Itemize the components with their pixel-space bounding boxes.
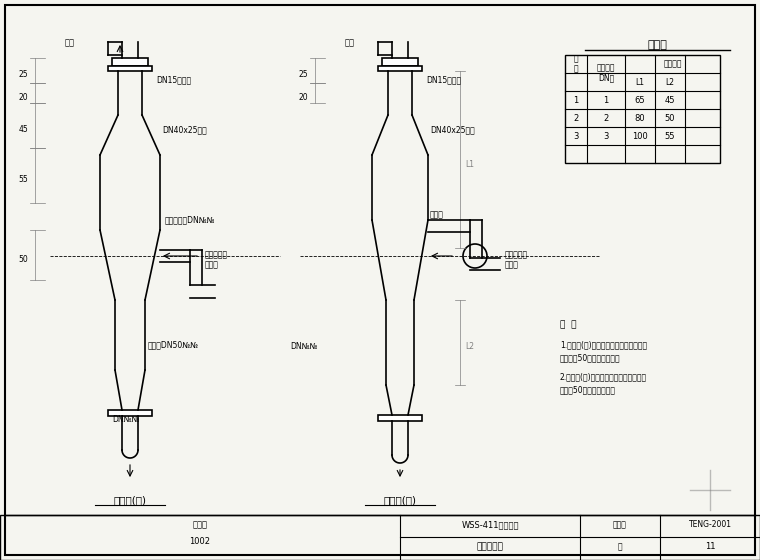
Text: 备  注: 备 注 xyxy=(560,320,577,329)
Text: 3: 3 xyxy=(603,132,609,141)
Text: 度计安装图: 度计安装图 xyxy=(477,542,503,551)
Text: DN40x25外层: DN40x25外层 xyxy=(162,125,207,134)
Text: 55: 55 xyxy=(18,175,28,184)
Text: L1: L1 xyxy=(635,77,644,86)
Bar xyxy=(382,58,418,66)
Bar xyxy=(0,515,760,560)
Text: 页: 页 xyxy=(618,542,622,551)
Text: DN№№: DN№№ xyxy=(112,415,139,424)
Text: 65: 65 xyxy=(635,96,645,105)
Text: 80: 80 xyxy=(635,114,645,123)
Text: 径大于50的温度计安装。: 径大于50的温度计安装。 xyxy=(560,385,616,394)
Text: 1.安装图(一)只适用于设备向下出水管件: 1.安装图(一)只适用于设备向下出水管件 xyxy=(560,340,647,349)
Text: 11: 11 xyxy=(705,542,715,551)
Text: L2: L2 xyxy=(465,342,474,351)
Bar xyxy=(378,66,422,71)
Text: 100: 100 xyxy=(632,132,648,141)
Text: 50: 50 xyxy=(18,255,28,264)
Text: 设备冷热水
进水口: 设备冷热水 进水口 xyxy=(505,250,528,269)
Text: 2.安装图(二)只适用于设备向下出水管件: 2.安装图(二)只适用于设备向下出水管件 xyxy=(560,372,647,381)
Text: 安装图(一): 安装图(一) xyxy=(113,495,147,505)
Text: 1: 1 xyxy=(573,96,578,105)
Bar xyxy=(378,415,422,421)
Text: 20: 20 xyxy=(299,93,308,102)
Bar xyxy=(108,66,152,71)
Bar xyxy=(565,55,720,163)
Text: L2: L2 xyxy=(666,77,675,86)
Text: 通用图: 通用图 xyxy=(192,520,207,529)
Text: 三通阔: 三通阔 xyxy=(430,210,444,219)
Text: 50: 50 xyxy=(665,114,675,123)
Text: DN№№: DN№№ xyxy=(290,342,318,351)
Bar xyxy=(112,58,148,66)
Text: L1: L1 xyxy=(465,160,474,169)
Text: 管道尺寸: 管道尺寸 xyxy=(663,59,682,68)
Text: 25: 25 xyxy=(299,70,308,79)
Text: 设备冷热水
进水口: 设备冷热水 进水口 xyxy=(205,250,228,269)
Text: 图标号: 图标号 xyxy=(613,520,627,529)
Text: 安装图(二): 安装图(二) xyxy=(384,495,416,505)
Text: DN15保护管: DN15保护管 xyxy=(156,75,191,84)
Text: TENG-2001: TENG-2001 xyxy=(689,520,731,529)
Text: 2: 2 xyxy=(603,114,609,123)
Text: 尺寸表: 尺寸表 xyxy=(648,40,667,50)
Text: 内嵌三通阔DN№№: 内嵌三通阔DN№№ xyxy=(165,215,216,224)
Text: 1002: 1002 xyxy=(189,537,211,546)
Text: 25: 25 xyxy=(18,70,28,79)
Text: 开端管DN50№№: 开端管DN50№№ xyxy=(148,340,199,349)
Text: 2: 2 xyxy=(573,114,578,123)
Text: 管道直径
DN㎜: 管道直径 DN㎜ xyxy=(597,63,616,83)
Text: 径不大于50的温度计安装。: 径不大于50的温度计安装。 xyxy=(560,353,621,362)
Text: 20: 20 xyxy=(18,93,28,102)
Text: 3: 3 xyxy=(573,132,578,141)
Text: 表盘: 表盘 xyxy=(65,38,75,47)
Text: WSS-411压力式温: WSS-411压力式温 xyxy=(461,520,519,529)
Text: 45: 45 xyxy=(665,96,675,105)
Text: 55: 55 xyxy=(665,132,675,141)
Bar xyxy=(108,410,152,416)
Text: DN40x25外层: DN40x25外层 xyxy=(430,125,475,134)
Text: 表盘: 表盘 xyxy=(345,38,355,47)
Text: 45: 45 xyxy=(18,125,28,134)
Text: 1: 1 xyxy=(603,96,609,105)
Text: DN15保护管: DN15保护管 xyxy=(426,75,461,84)
Text: 序
号: 序 号 xyxy=(574,54,578,74)
